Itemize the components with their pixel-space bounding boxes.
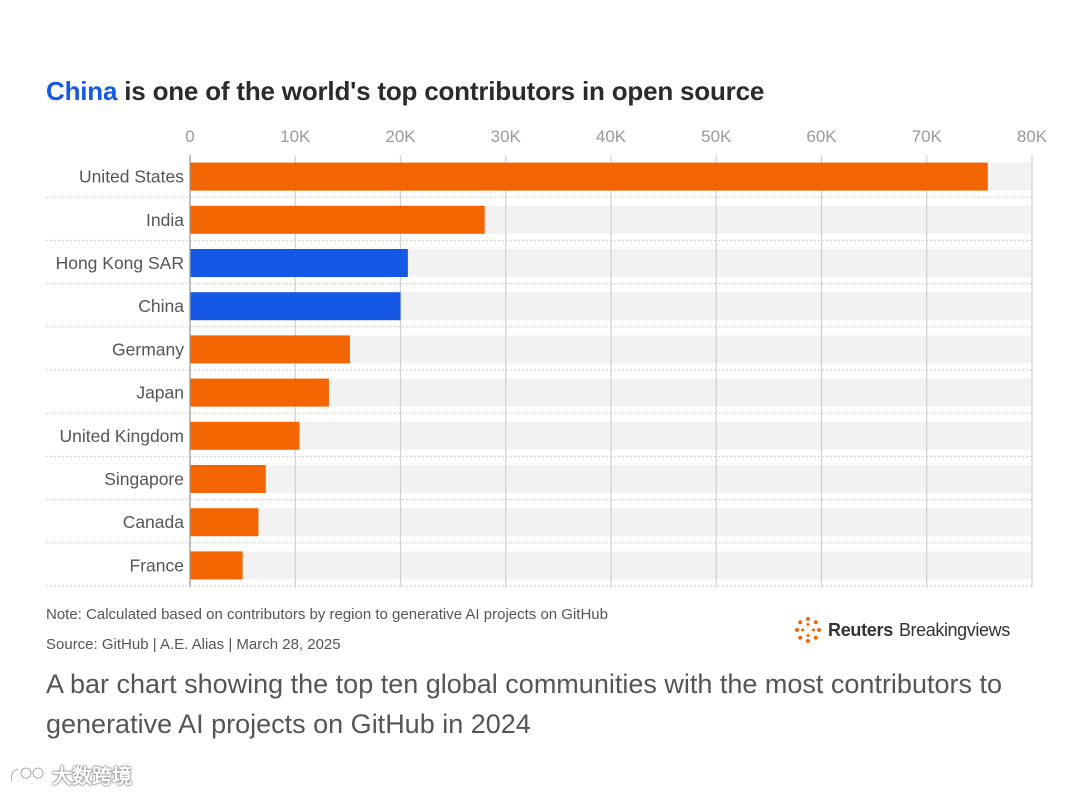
tick-label: 30K <box>491 127 522 146</box>
category-label: Hong Kong SAR <box>56 253 184 273</box>
image-caption: A bar chart showing the top ten global c… <box>46 669 1002 739</box>
watermark-text: 大数跨境 <box>52 766 132 788</box>
logo-product: Breakingviews <box>898 619 1010 640</box>
watermark-logo-icon <box>10 766 45 781</box>
bar <box>190 508 259 537</box>
category-label: Japan <box>136 383 184 403</box>
watermark: 大数跨境 <box>8 760 132 789</box>
tick-label: 60K <box>806 127 837 146</box>
title-highlight: China <box>46 76 118 106</box>
bar <box>190 378 329 407</box>
reuters-logo: Reuters Breakingviews <box>794 616 1010 644</box>
title-rest: is one of the world's top contributors i… <box>117 76 765 106</box>
tick-label: 0 <box>185 127 194 146</box>
chart-source: Source: GitHub | A.E. Alias | March 28, … <box>46 636 341 652</box>
bar <box>190 335 350 364</box>
chart-title: China is one of the world's top contribu… <box>46 76 764 107</box>
tick-label: 80K <box>1017 127 1048 146</box>
category-label: United States <box>79 167 184 187</box>
bar <box>190 421 300 450</box>
bar <box>190 465 266 493</box>
tick-label: 10K <box>280 127 311 146</box>
logo-brand: Reuters <box>828 619 893 640</box>
reuters-dots-icon <box>795 617 821 643</box>
bar <box>190 249 408 277</box>
bar <box>190 292 401 321</box>
bar-chart: 0 10K 20K 30K 40K 50K 60K 70K 80K United States In… <box>46 127 1048 587</box>
bar <box>190 162 988 191</box>
tick-label: 50K <box>701 127 732 146</box>
bar <box>190 205 485 234</box>
category-label: Singapore <box>104 469 184 489</box>
category-label: India <box>146 210 184 230</box>
tick-label: 40K <box>596 127 627 146</box>
category-label: Canada <box>123 512 185 532</box>
category-label: United Kingdom <box>59 426 184 446</box>
category-label: China <box>138 296 184 316</box>
top-fragment <box>0 0 1080 12</box>
category-label: France <box>130 555 184 575</box>
category-label: Germany <box>112 339 184 359</box>
tick-label: 20K <box>385 127 416 146</box>
tick-label: 70K <box>912 127 943 146</box>
bar <box>190 551 243 580</box>
chart-note: Note: Calculated based on contributors b… <box>46 606 608 623</box>
